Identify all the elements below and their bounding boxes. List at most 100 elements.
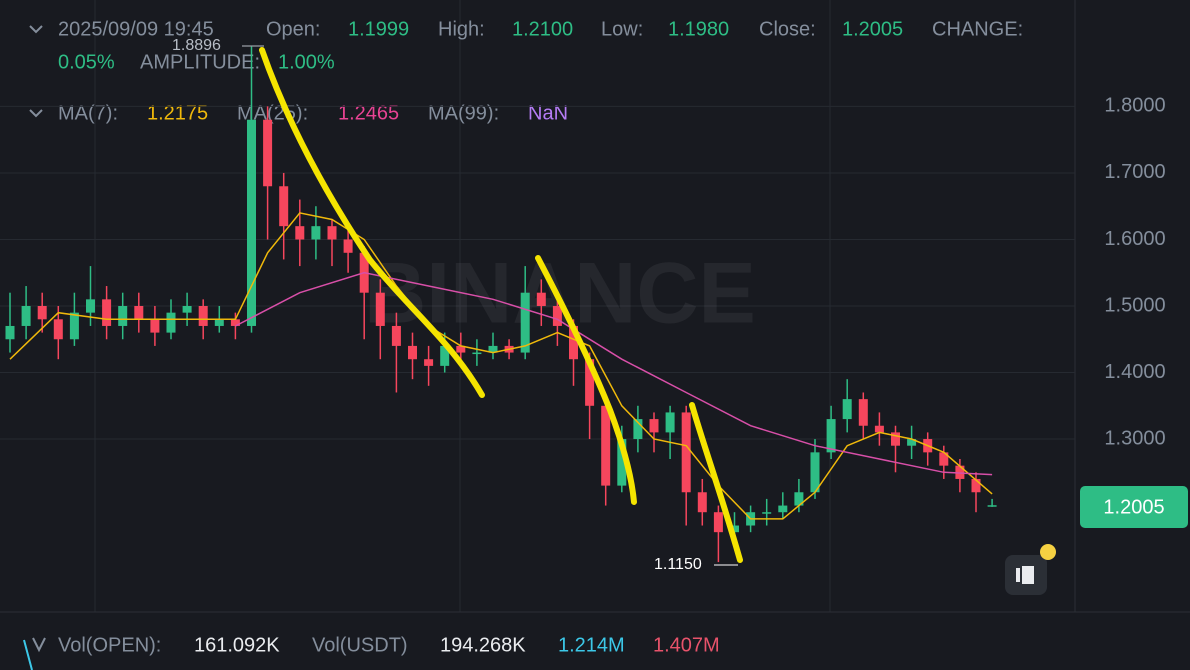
price-badge — [1080, 486, 1188, 528]
vol-value: 161.092K — [194, 634, 280, 656]
candle-body — [730, 525, 739, 533]
candle-body — [713, 512, 723, 533]
stat-value: 1.2100 — [512, 18, 573, 40]
candle-body — [633, 419, 643, 440]
candle-body — [295, 226, 305, 240]
candle-body — [166, 312, 176, 333]
stat-value: 1.1980 — [668, 18, 729, 40]
candle-body — [327, 226, 337, 240]
vol-label: Vol(OPEN): — [58, 634, 161, 656]
candle-body — [762, 512, 772, 514]
stat-label: High: — [438, 18, 485, 40]
vol-value: 1.214M — [558, 634, 625, 656]
candle-body — [375, 292, 385, 326]
candle-body — [134, 306, 144, 320]
candle-body — [810, 452, 820, 493]
candle-body — [230, 319, 240, 326]
candle-body — [279, 186, 289, 227]
candle-body — [456, 345, 466, 353]
candle-body — [826, 419, 836, 453]
candle-body — [21, 306, 31, 326]
stat-label: AMPLITUDE: — [140, 51, 260, 73]
ma-value: 1.2175 — [147, 102, 208, 124]
ma-line — [235, 271, 993, 476]
candle-body — [102, 299, 112, 326]
stat-value: 1.2005 — [842, 18, 903, 40]
candle-body — [874, 425, 884, 433]
collapse-icon[interactable] — [29, 25, 43, 34]
candle-body — [118, 306, 128, 326]
candle-body — [907, 439, 917, 446]
y-tick-label: 1.8000 — [1104, 95, 1165, 117]
ma-label: MA(7): — [58, 102, 118, 124]
candle-body — [649, 419, 659, 433]
ma-label: MA(99): — [428, 102, 499, 124]
candle-body — [842, 399, 852, 420]
stat-value: 1.00% — [278, 51, 335, 73]
candle-body — [778, 505, 788, 513]
stat-label: Close: — [759, 18, 816, 40]
candle-body — [247, 119, 256, 326]
hand-stroke — [535, 255, 637, 505]
candle-body — [536, 292, 546, 306]
candle-body — [214, 319, 224, 326]
candle-body — [424, 359, 434, 366]
candle-body — [601, 405, 611, 486]
candle-body — [585, 359, 595, 406]
high-annotation: 1.8896 — [172, 37, 221, 54]
watermark: BINANCE — [364, 246, 756, 342]
vol-value: 1.407M — [653, 634, 720, 656]
candle-body — [472, 352, 482, 355]
candle-body — [391, 325, 401, 346]
candle-body — [440, 345, 450, 366]
candle-body — [69, 312, 79, 340]
candle-body — [858, 399, 868, 426]
notification-dot — [1040, 544, 1056, 560]
candle-body — [53, 319, 63, 340]
candle-body — [5, 325, 15, 340]
candle-body — [488, 345, 498, 353]
price-badge-text: 1.2005 — [1103, 496, 1164, 518]
candle-body — [794, 492, 804, 506]
stat-label: Open: — [266, 18, 320, 40]
vol-label: Vol(USDT) — [312, 634, 408, 656]
tool-icon — [1016, 566, 1034, 584]
candle-body — [520, 292, 530, 353]
stat-label: Low: — [601, 18, 643, 40]
hand-stroke — [259, 47, 485, 398]
y-tick-label: 1.6000 — [1104, 228, 1165, 250]
candle-body — [697, 492, 707, 513]
candle-body — [182, 306, 192, 313]
vol-value: 194.268K — [440, 634, 526, 656]
candle-body — [552, 306, 562, 326]
stat-label: CHANGE: — [932, 18, 1023, 40]
low-annotation: 1.1150 — [654, 556, 702, 573]
candle-body — [311, 226, 321, 240]
candle-body — [955, 465, 965, 479]
candle-body — [971, 478, 981, 493]
candle-body — [569, 325, 578, 360]
candle-body — [665, 412, 675, 433]
y-tick-label: 1.3000 — [1104, 427, 1165, 449]
candle-body — [343, 239, 353, 253]
collapse-icon[interactable] — [32, 637, 46, 653]
candle-body — [198, 306, 208, 326]
candle-body — [617, 439, 627, 486]
stat-value: 0.05% — [58, 51, 115, 73]
stat-value: 1.1999 — [348, 18, 409, 40]
hand-stroke — [689, 402, 743, 563]
candle-body — [37, 306, 47, 320]
y-tick-label: 1.4000 — [1104, 361, 1165, 383]
ma-value: 1.2465 — [338, 102, 399, 124]
candle-body — [681, 412, 691, 493]
collapse-icon[interactable] — [29, 109, 43, 118]
candle-body — [408, 345, 417, 360]
candle-body — [939, 452, 949, 466]
candle-body — [891, 432, 900, 446]
candle-body — [150, 319, 160, 333]
candle-body — [987, 505, 997, 507]
candle-body — [86, 299, 95, 313]
